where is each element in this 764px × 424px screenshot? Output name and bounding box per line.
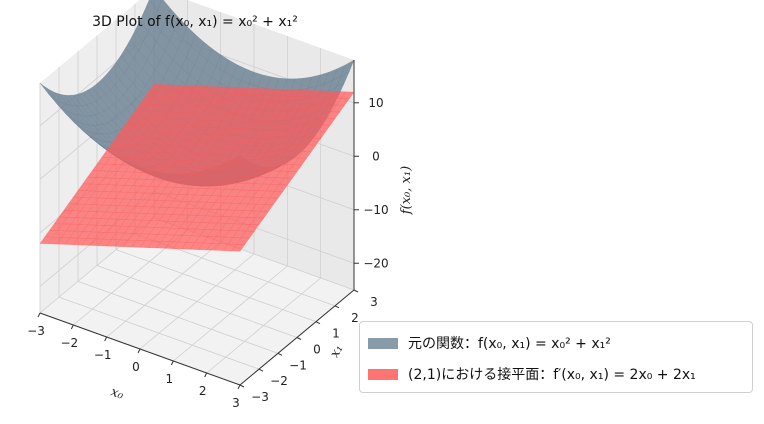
y-tick-mark xyxy=(334,305,340,309)
y-tick-label: 2 xyxy=(351,311,359,325)
grid-line xyxy=(115,249,317,323)
grid-line xyxy=(77,280,279,354)
y-tick-mark xyxy=(315,321,321,325)
x-axis-label: x₀ xyxy=(109,385,126,403)
z-tick-label: −10 xyxy=(363,203,388,217)
x-tick-mark xyxy=(37,312,41,318)
x-tick-mark xyxy=(204,372,208,378)
legend-swatch-tangent xyxy=(368,368,398,380)
y-tick-label: −2 xyxy=(270,374,288,388)
legend-item-original: 元の関数：f(x₀, x₁) = x₀² + x₁² xyxy=(368,332,611,354)
x-tick-label: 2 xyxy=(199,384,207,398)
grid-line xyxy=(58,296,260,370)
x-tick-mark xyxy=(104,336,108,342)
z-tick-label: −20 xyxy=(363,256,388,270)
x-tick-mark xyxy=(237,384,241,390)
legend-swatch-original xyxy=(368,337,398,349)
y-tick-label: 0 xyxy=(313,343,321,357)
x-tick-label: 3 xyxy=(232,396,240,410)
x-tick-label: 0 xyxy=(132,360,140,374)
legend-label-tangent: (2,1)における接平面：f′(x₀, x₁) = 2x₀ + 2x₁ xyxy=(408,367,696,383)
grid-line xyxy=(96,265,298,338)
x-tick-label: −3 xyxy=(27,324,45,338)
y-tick-label: −1 xyxy=(289,358,307,372)
legend-item-tangent: (2,1)における接平面：f′(x₀, x₁) = 2x₀ + 2x₁ xyxy=(368,363,696,385)
y-tick-mark xyxy=(353,289,359,293)
x-tick-mark xyxy=(137,348,141,354)
y-tick-label: 1 xyxy=(332,327,340,341)
surface-tangent xyxy=(39,84,355,252)
z-tick-label: 10 xyxy=(368,96,383,110)
y-tick-label: 3 xyxy=(370,295,378,309)
y-tick-label: −3 xyxy=(251,390,269,404)
x-tick-mark xyxy=(70,324,74,330)
y-axis-label: x₁ xyxy=(327,342,346,360)
legend: 元の関数：f(x₀, x₁) = x₀² + x₁² (2,1)における接平面：… xyxy=(359,321,753,393)
z-tick-label: 0 xyxy=(372,149,380,163)
x-tick-label: 1 xyxy=(166,372,174,386)
legend-label-original: 元の関数：f(x₀, x₁) = x₀² + x₁² xyxy=(408,336,611,352)
x-tick-label: −2 xyxy=(60,336,78,350)
x-tick-mark xyxy=(170,360,174,366)
y-tick-mark xyxy=(296,337,302,340)
y-tick-mark xyxy=(277,352,283,356)
chart-title: 3D Plot of f(x₀, x₁) = x₀² + x₁² xyxy=(92,14,298,30)
x-tick-label: −1 xyxy=(94,348,112,362)
z-axis-label: f(x₀, x₁) xyxy=(399,166,414,215)
y-tick-mark xyxy=(258,368,264,372)
surfaces xyxy=(39,0,355,252)
y-tick-mark xyxy=(239,384,245,388)
